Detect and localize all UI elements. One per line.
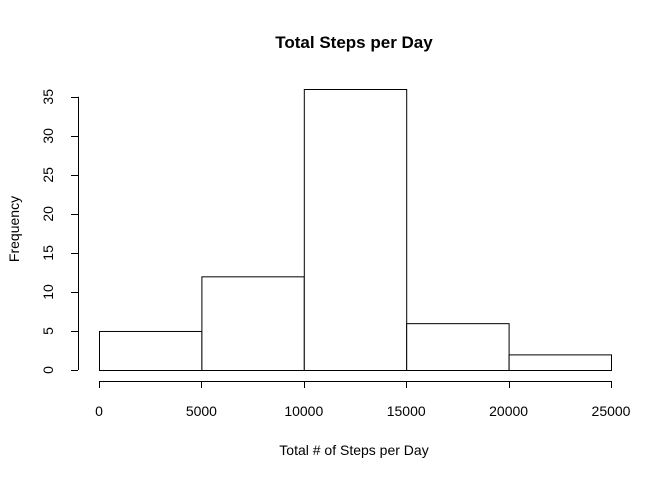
x-tick-label-5: 25000: [592, 403, 631, 419]
x-axis: 0 5000 10000 15000 20000 25000: [95, 381, 631, 419]
y-axis-label: Frequency: [6, 196, 22, 262]
y-tick-label-2: 10: [40, 284, 56, 300]
y-tick-label-5: 25: [40, 167, 56, 183]
histogram-bar-3: [406, 323, 510, 371]
y-tick-label-0: 0: [40, 366, 56, 374]
y-tick-label-1: 5: [40, 327, 56, 335]
histogram-bar-2: [303, 89, 408, 371]
x-tick-label-3: 15000: [387, 403, 426, 419]
x-tick-label-4: 20000: [489, 403, 528, 419]
histogram-bar-0: [99, 330, 203, 372]
x-tick-label-0: 0: [95, 403, 103, 419]
x-axis-label: Total # of Steps per Day: [279, 442, 428, 458]
y-tick-label-4: 20: [40, 206, 56, 222]
histogram-bar-1: [201, 276, 305, 372]
y-tick-label-6: 30: [40, 128, 56, 144]
x-tick-label-1: 5000: [186, 403, 217, 419]
y-axis: 0 5 10 15 20 25 30 35: [40, 89, 79, 374]
x-tick-label-2: 10000: [284, 403, 323, 419]
bars-group: [99, 89, 613, 372]
y-tick-label-3: 15: [40, 245, 56, 261]
chart-title: Total Steps per Day: [275, 33, 433, 52]
y-tick-label-7: 35: [40, 89, 56, 105]
histogram-bar-4: [508, 354, 613, 371]
